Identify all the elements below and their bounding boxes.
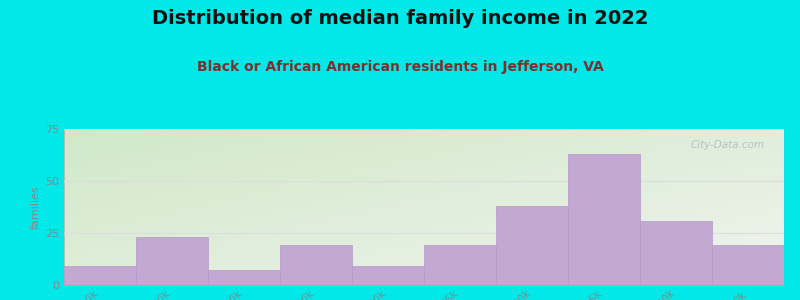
Bar <box>568 154 640 285</box>
Bar <box>64 266 136 285</box>
Text: City-Data.com: City-Data.com <box>690 140 765 150</box>
Y-axis label: families: families <box>31 185 41 229</box>
Bar <box>280 245 352 285</box>
Text: Black or African American residents in Jefferson, VA: Black or African American residents in J… <box>197 60 603 74</box>
Text: Distribution of median family income in 2022: Distribution of median family income in … <box>152 9 648 28</box>
Bar <box>640 220 712 285</box>
Bar <box>208 270 280 285</box>
Bar <box>136 237 208 285</box>
Bar <box>424 245 496 285</box>
Bar <box>712 245 784 285</box>
Bar <box>352 266 424 285</box>
Bar <box>496 206 568 285</box>
